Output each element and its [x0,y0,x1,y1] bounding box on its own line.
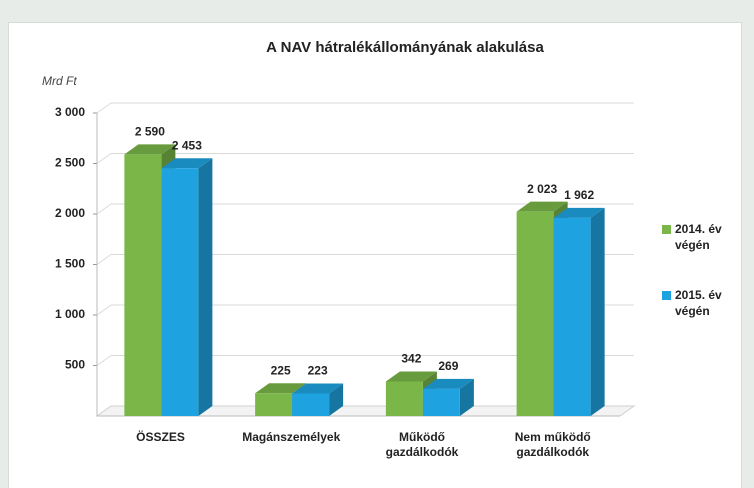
data-label: 342 [401,352,421,366]
bar-side [198,158,213,416]
legend-swatch [662,291,671,300]
legend-swatch [662,225,671,234]
bar [255,393,293,416]
bar-top [422,378,474,389]
grid-line [96,102,112,114]
grid-line [96,254,112,265]
bar-side [459,378,474,416]
y-tick-label: 1 000 [55,307,85,321]
data-label: 2 590 [135,125,165,139]
x-tick-label: ÖSSZES [136,430,185,444]
y-tick-label: 3 000 [55,105,85,119]
bar-top [516,201,568,212]
bar-top [553,207,605,218]
y-tick-label: 2 500 [55,156,85,170]
data-label: 223 [308,364,328,378]
grid-line [96,355,112,366]
bar [161,168,199,416]
data-label: 1 962 [564,188,594,202]
grid-line [96,153,112,164]
grid-line [96,304,112,316]
x-tick-label: Magánszemélyek [242,430,341,444]
bar-top [255,383,307,394]
y-tick-label: 500 [65,358,85,372]
bar [385,381,423,416]
bar-top [161,158,213,169]
legend-label: 2015. év végén [675,288,722,318]
x-tick-label: Működő gazdálkodók [385,430,459,459]
bar-top [292,383,344,394]
bar-top [124,144,176,155]
y-tick-label: 2 000 [55,206,85,220]
bar [516,211,554,416]
data-label: 269 [438,359,458,373]
bar-top [385,371,437,382]
x-tick-label: Nem működő gazdálkodók [514,430,591,459]
data-label: 2 023 [527,182,557,196]
chart-title: A NAV hátralékállományának alakulása [266,39,544,56]
grid-line [96,203,112,215]
bar [292,393,330,416]
bar-side [329,383,344,416]
bar [124,154,162,416]
data-label: 2 453 [172,138,202,152]
legend-label: 2014. év végén [675,222,722,252]
data-label: 225 [271,363,291,377]
bar-side [590,207,605,416]
bar [553,217,591,416]
y-tick-label: 1 500 [55,257,85,271]
bar [422,388,460,416]
y-axis-label: Mrd Ft [42,74,77,88]
